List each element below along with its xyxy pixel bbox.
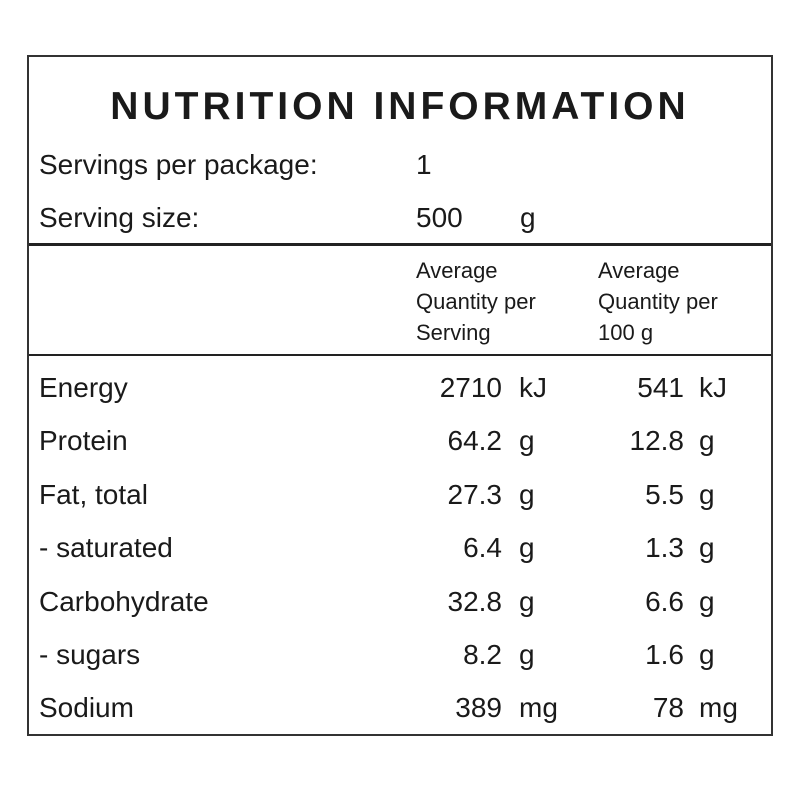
column-header: Average	[598, 258, 680, 283]
nutrient-name: Energy	[39, 372, 128, 403]
per-100g-unit: g	[699, 425, 715, 457]
per-serving-unit: g	[519, 585, 535, 617]
column-header: Quantity per	[416, 289, 536, 314]
per-100g-value: 5.5	[645, 478, 684, 510]
nutrient-name: Fat, total	[39, 478, 148, 510]
servings-value: 1	[416, 149, 432, 180]
per-serving-value: 64.2	[447, 425, 503, 457]
column-header: Average	[416, 258, 498, 283]
per-100g-unit: kJ	[699, 372, 727, 403]
per-100g-value: 6.6	[645, 585, 684, 617]
nutrient-name: Carbohydrate	[39, 585, 209, 617]
per-100g-value: 78	[652, 692, 684, 724]
divider	[29, 354, 771, 356]
per-100g-unit: g	[699, 478, 715, 510]
per-100g-unit: g	[699, 585, 715, 617]
per-serving-unit: g	[519, 478, 535, 510]
per-serving-value: 27.3	[447, 478, 503, 510]
nutrition-panel: NUTRITION INFORMATION Servings per packa…	[27, 55, 773, 736]
per-serving-value: 6.4	[463, 532, 502, 564]
per-serving-value: 389	[455, 692, 502, 724]
nutrient-name: Protein	[39, 425, 128, 457]
per-serving-unit: kJ	[519, 372, 547, 403]
nutrient-name: Sodium	[39, 692, 134, 724]
serving-size-label: Serving size:	[39, 202, 200, 233]
serving-size-value: 500	[416, 202, 463, 233]
per-serving-value: 2710	[439, 372, 502, 403]
per-serving-unit: g	[519, 425, 535, 457]
per-serving-value: 8.2	[463, 639, 502, 670]
per-100g-value: 1.6	[645, 639, 684, 670]
column-header: Serving	[416, 320, 491, 345]
per-serving-value: 32.8	[447, 585, 503, 617]
servings-label: Servings per package:	[39, 149, 318, 180]
per-serving-unit: g	[519, 639, 535, 670]
per-100g-unit: g	[699, 639, 715, 670]
column-header: Quantity per	[598, 289, 718, 314]
per-100g-unit: mg	[699, 692, 738, 724]
divider	[29, 243, 771, 246]
per-serving-unit: g	[519, 532, 535, 564]
nutrient-name: - saturated	[39, 532, 173, 564]
per-100g-unit: g	[699, 532, 715, 564]
column-header: 100 g	[598, 320, 654, 345]
per-100g-value: 541	[637, 372, 684, 403]
per-serving-unit: mg	[519, 692, 558, 724]
per-100g-value: 12.8	[629, 425, 685, 457]
nutrient-name: - sugars	[39, 639, 141, 670]
per-100g-value: 1.3	[645, 532, 684, 564]
title: NUTRITION INFORMATION	[110, 85, 690, 128]
serving-size-unit: g	[520, 202, 536, 233]
